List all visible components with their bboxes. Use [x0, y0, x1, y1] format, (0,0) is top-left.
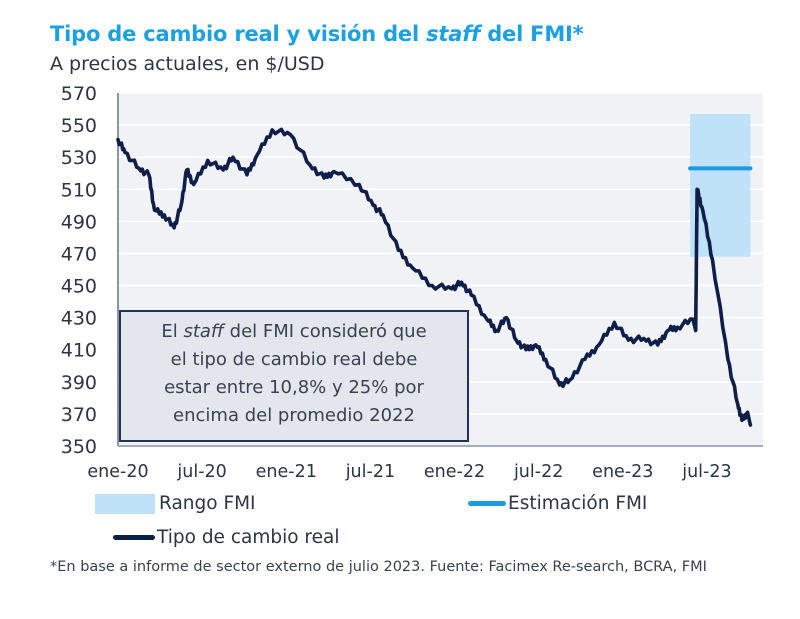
x-tick-label: ene-20 — [87, 462, 148, 482]
x-tick-label: ene-23 — [592, 462, 653, 482]
annotation-italic: staff — [183, 321, 224, 342]
annotation-line-1: El staff del FMI consideró que — [121, 318, 467, 346]
title-text: Tipo de cambio real y visión del — [50, 22, 427, 46]
x-axis-ticks: ene-20 jul-20 ene-21 jul-21 ene-22 jul-22 ene-… — [87, 462, 731, 482]
legend-swatch-line — [113, 535, 155, 540]
y-tick-label: 530 — [61, 147, 97, 169]
legend-label-estimate: Estimación FMI — [508, 493, 648, 514]
y-tick-label: 370 — [61, 404, 97, 426]
x-tick-label: jul-20 — [176, 462, 226, 482]
y-tick-label: 570 — [61, 83, 97, 105]
legend-item-line: Tipo de cambio real — [113, 527, 340, 548]
footnote: *En base a informe de sector externo de … — [50, 559, 707, 575]
x-tick-label: ene-22 — [424, 462, 485, 482]
y-tick-label: 490 — [61, 211, 97, 233]
series-group — [116, 127, 753, 427]
x-tick-label: jul-21 — [345, 462, 395, 482]
annotation-text: El — [161, 321, 184, 342]
y-tick-label: 430 — [61, 308, 97, 330]
y-tick-label: 390 — [61, 372, 97, 394]
legend-label-band: Rango FMI — [159, 493, 256, 514]
annotation-line-4: encima del promedio 2022 — [173, 405, 415, 426]
annotation-line-3: estar entre 10,8% y 25% por — [164, 377, 424, 398]
fmi-range-rect — [690, 113, 751, 257]
legend-swatch-estimate — [468, 501, 506, 506]
chart-subtitle: A precios actuales, en $/USD — [50, 53, 325, 75]
y-tick-label: 350 — [61, 436, 97, 458]
legend-item-estimate: Estimación FMI — [468, 493, 647, 514]
y-tick-label: 410 — [61, 340, 97, 362]
x-tick-label: ene-21 — [256, 462, 317, 482]
title-text-end: del FMI* — [480, 22, 584, 46]
title-italic: staff — [426, 22, 481, 46]
annotation-line-2: el tipo de cambio real debe — [170, 349, 418, 370]
annotation-text: del FMI consideró que — [223, 321, 427, 342]
x-tick-label: jul-22 — [513, 462, 563, 482]
annotation-box: El staff del FMI consideró que el tipo d… — [119, 310, 469, 442]
y-axis-ticks: 570 550 530 510 490 470 450 430 410 390 370 350 — [61, 83, 97, 458]
legend-item-band: Rango FMI — [95, 493, 256, 514]
y-tick-label: 510 — [61, 179, 97, 201]
fmi-range-band — [690, 113, 751, 257]
y-tick-label: 470 — [61, 243, 97, 265]
y-tick-label: 550 — [61, 115, 97, 137]
legend-swatch-band — [95, 493, 155, 514]
legend-label-line: Tipo de cambio real — [157, 527, 340, 548]
y-tick-label: 450 — [61, 276, 97, 298]
real-exchange-rate-line — [116, 127, 753, 427]
chart-title: Tipo de cambio real y visión del staff d… — [50, 22, 584, 46]
x-tick-label: jul-23 — [681, 462, 731, 482]
